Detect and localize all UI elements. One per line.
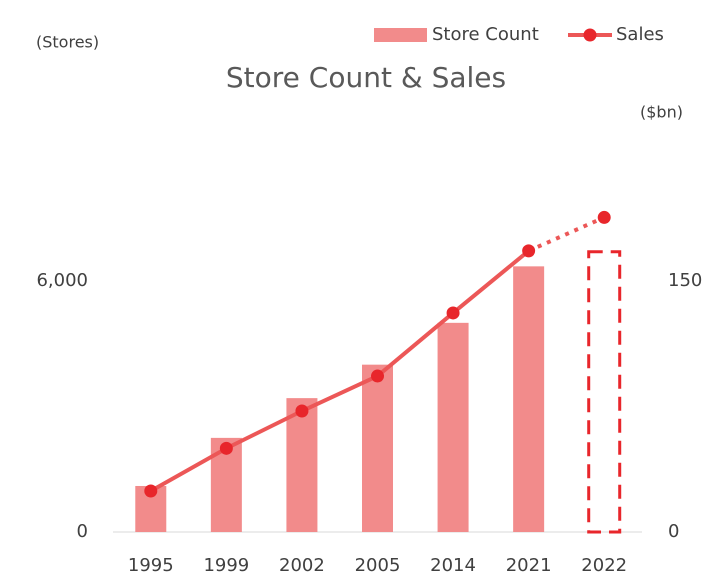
x-tick-label: 2005: [355, 555, 401, 576]
legend-label: Sales: [616, 24, 664, 45]
y2-tick-label: 0: [668, 521, 679, 542]
chart-title: Store Count & Sales: [226, 61, 506, 94]
y-tick-label: 0: [77, 521, 88, 542]
y2-axis-label: ($bn): [640, 103, 683, 122]
y-axis-label: (Stores): [36, 33, 99, 52]
legend-marker: [583, 28, 597, 42]
x-tick-label: 1995: [128, 555, 174, 576]
line-marker: [219, 441, 233, 455]
y2-tick-label: 150: [668, 270, 702, 291]
x-tick-label: 2022: [581, 555, 627, 576]
bar: [362, 364, 393, 532]
line-marker: [446, 306, 460, 320]
legend-label: Store Count: [432, 24, 539, 45]
line-marker: [371, 369, 384, 383]
y-tick-label: 6,000: [36, 270, 88, 291]
line: [149, 249, 530, 493]
x-tick-label: 2002: [279, 555, 325, 576]
x-tick-label: 2014: [430, 555, 476, 576]
x-tick-label: 2021: [506, 555, 552, 576]
bar: [513, 266, 545, 532]
projected-bar: [587, 250, 622, 534]
x-tick-label: 1999: [203, 555, 249, 576]
line-marker: [597, 210, 611, 224]
projected-line: [527, 215, 606, 253]
legend-swatch: [374, 28, 427, 42]
line-marker: [144, 484, 158, 498]
line-marker: [522, 244, 536, 258]
line-marker: [295, 404, 309, 418]
bar: [286, 398, 318, 532]
bar: [437, 322, 469, 532]
